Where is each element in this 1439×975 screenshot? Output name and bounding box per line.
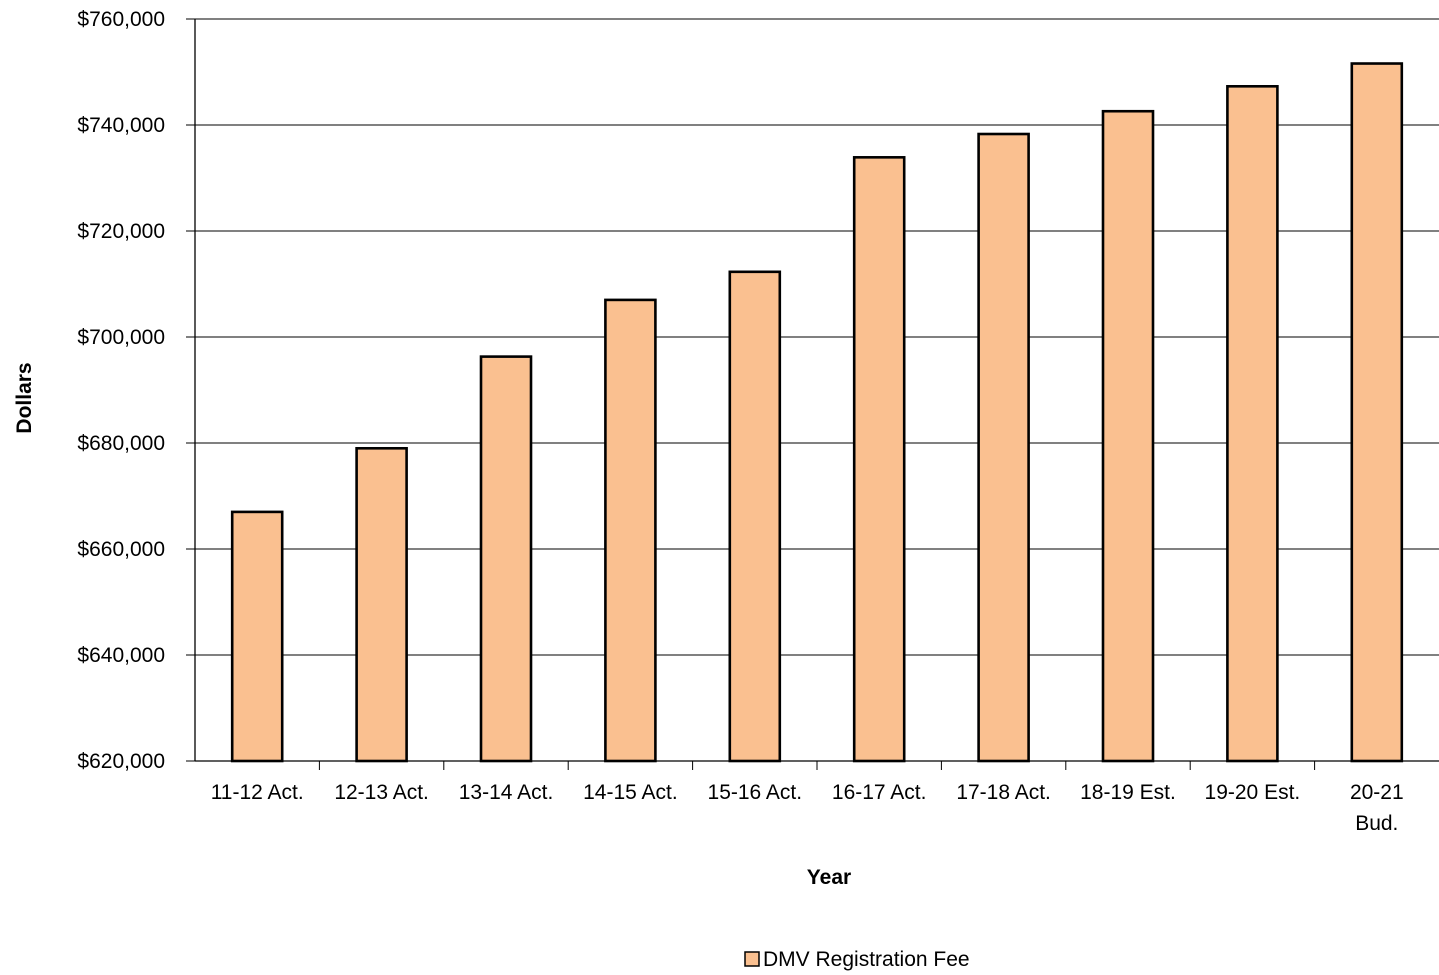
legend-label: DMV Registration Fee bbox=[763, 948, 970, 971]
y-tick-label: $740,000 bbox=[77, 114, 165, 137]
y-axis-tick-labels: $620,000 $640,000 $660,000 $680,000 $700,000… bbox=[77, 8, 195, 773]
x-tick-label: 11-12 Act. bbox=[211, 781, 304, 804]
bar bbox=[355, 446, 408, 763]
y-tick-label: $660,000 bbox=[77, 538, 165, 561]
bar bbox=[1101, 109, 1155, 763]
x-tick-label: 14-15 Act. bbox=[583, 781, 678, 804]
y-axis-title: Dollars bbox=[13, 362, 36, 433]
x-axis-tick-labels: 11-12 Act. 12-13 Act. 13-14 Act. 14-15 Act.… bbox=[211, 761, 1404, 835]
x-tick-label: 16-17 Act. bbox=[832, 781, 927, 804]
x-tick-label: 13-14 Act. bbox=[459, 781, 554, 804]
y-tick-label: $760,000 bbox=[77, 8, 165, 31]
x-axis-title: Year bbox=[807, 866, 851, 889]
bar bbox=[852, 156, 906, 763]
x-tick-label: 20-21 Bud. bbox=[1350, 781, 1404, 835]
y-tick-label: $720,000 bbox=[77, 220, 165, 243]
bar bbox=[1350, 62, 1404, 763]
y-tick-label: $640,000 bbox=[77, 644, 165, 667]
bars bbox=[230, 62, 1404, 763]
bar bbox=[728, 270, 782, 763]
x-tick-label: 12-13 Act. bbox=[334, 781, 429, 804]
bar bbox=[230, 510, 284, 763]
legend-swatch bbox=[744, 951, 760, 967]
y-tick-label: $700,000 bbox=[77, 326, 165, 349]
y-tick-label: $680,000 bbox=[77, 432, 165, 455]
bar bbox=[479, 355, 533, 763]
x-tick-label: 17-18 Act. bbox=[956, 781, 1051, 804]
bar bbox=[604, 298, 657, 763]
legend: DMV Registration Fee bbox=[744, 948, 970, 971]
x-tick-label: 18-19 Est. bbox=[1080, 781, 1176, 804]
y-tick-label: $620,000 bbox=[77, 750, 165, 773]
bar bbox=[977, 132, 1030, 763]
x-tick-label: 19-20 Est. bbox=[1205, 781, 1301, 804]
bar bbox=[1226, 85, 1279, 763]
x-tick-label: 15-16 Act. bbox=[708, 781, 803, 804]
